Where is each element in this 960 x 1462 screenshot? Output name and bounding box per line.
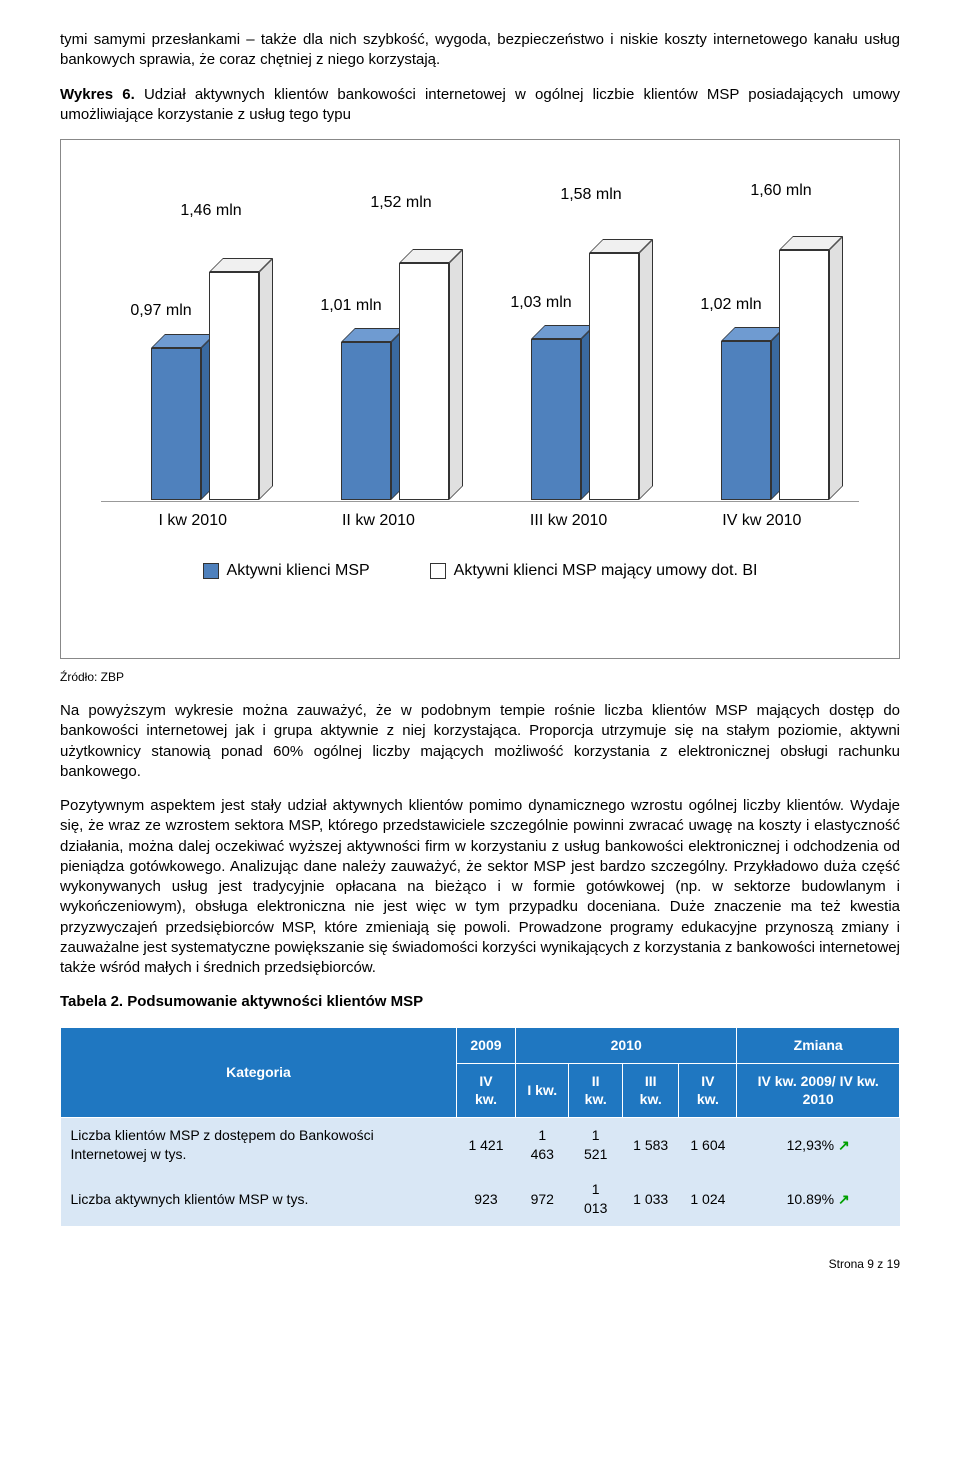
row0-v3: 1 583 — [622, 1118, 679, 1172]
row1-v1: 972 — [516, 1172, 569, 1226]
row1-zm: 10.89% ↗ — [737, 1172, 900, 1226]
row0-v2: 1 521 — [569, 1118, 622, 1172]
row1-v0: 923 — [456, 1172, 515, 1226]
legend-swatch-1 — [430, 563, 446, 579]
legend-label-0: Aktywni klienci MSP — [227, 560, 370, 582]
table-title: Tabela 2. Podsumowanie aktywności klient… — [60, 992, 900, 1012]
table-row: Liczba aktywnych klientów MSP w tys. 923… — [61, 1172, 900, 1226]
col-2009: 2009 — [456, 1027, 515, 1063]
table-row: Liczba klientów MSP z dostępem do Bankow… — [61, 1118, 900, 1172]
col-q2: II kw. — [569, 1063, 622, 1118]
col-zmiana-sub: IV kw. 2009/ IV kw. 2010 — [737, 1063, 900, 1118]
chart-source: Źródło: ZBP — [60, 669, 900, 685]
bar-top-label-0: 1,46 mln — [141, 200, 281, 222]
col-q3: III kw. — [622, 1063, 679, 1118]
chart-x-labels: I kw 2010 II kw 2010 III kw 2010 IV kw 2… — [101, 510, 859, 532]
xlabel-2: III kw 2010 — [530, 510, 607, 532]
row0-v4: 1 604 — [679, 1118, 737, 1172]
body-paragraph-b: Pozytywnym aspektem jest stały udział ak… — [60, 796, 900, 978]
chart-caption: Udział aktywnych klientów bankowości int… — [60, 86, 900, 123]
col-q0: IV kw. — [456, 1063, 515, 1118]
col-zmiana: Zmiana — [737, 1027, 900, 1063]
arrow-up-icon: ↗ — [838, 1137, 850, 1153]
arrow-up-icon: ↗ — [838, 1191, 850, 1207]
legend-item-0: Aktywni klienci MSP — [203, 560, 370, 582]
bar-top-label-1: 1,52 mln — [331, 192, 471, 214]
legend-swatch-0 — [203, 563, 219, 579]
bar-top-label-2: 1,58 mln — [521, 184, 661, 206]
row0-v0: 1 421 — [456, 1118, 515, 1172]
row1-label: Liczba aktywnych klientów MSP w tys. — [61, 1172, 457, 1226]
body-paragraph-a: Na powyższym wykresie można zauważyć, że… — [60, 701, 900, 782]
xlabel-1: II kw 2010 — [342, 510, 415, 532]
chart-container: 1,46 mln 1,52 mln 1,58 mln 1,60 mln 0,97… — [60, 139, 900, 659]
row0-label: Liczba klientów MSP z dostępem do Bankow… — [61, 1118, 457, 1172]
xlabel-0: I kw 2010 — [159, 510, 227, 532]
row1-v2: 1 013 — [569, 1172, 622, 1226]
col-q1: I kw. — [516, 1063, 569, 1118]
chart-number: Wykres 6. — [60, 86, 135, 103]
chart-legend: Aktywni klienci MSP Aktywni klienci MSP … — [81, 560, 879, 582]
row1-v4: 1 024 — [679, 1172, 737, 1226]
col-kategoria: Kategoria — [61, 1027, 457, 1118]
row0-zm: 12,93% ↗ — [737, 1118, 900, 1172]
legend-item-1: Aktywni klienci MSP mający umowy dot. BI — [430, 560, 758, 582]
chart-plot-area: 1,46 mln 1,52 mln 1,58 mln 1,60 mln 0,97… — [101, 170, 859, 540]
legend-label-1: Aktywni klienci MSP mający umowy dot. BI — [454, 560, 758, 582]
intro-paragraph: tymi samymi przesłankami – także dla nic… — [60, 30, 900, 71]
row0-v1: 1 463 — [516, 1118, 569, 1172]
col-q4: IV kw. — [679, 1063, 737, 1118]
chart-title: Wykres 6. Udział aktywnych klientów bank… — [60, 85, 900, 126]
summary-table: Kategoria 2009 2010 Zmiana IV kw. I kw. … — [60, 1027, 900, 1226]
col-2010: 2010 — [516, 1027, 737, 1063]
bar-top-label-3: 1,60 mln — [711, 180, 851, 202]
row1-v3: 1 033 — [622, 1172, 679, 1226]
xlabel-3: IV kw 2010 — [722, 510, 801, 532]
page-footer: Strona 9 z 19 — [60, 1256, 900, 1272]
